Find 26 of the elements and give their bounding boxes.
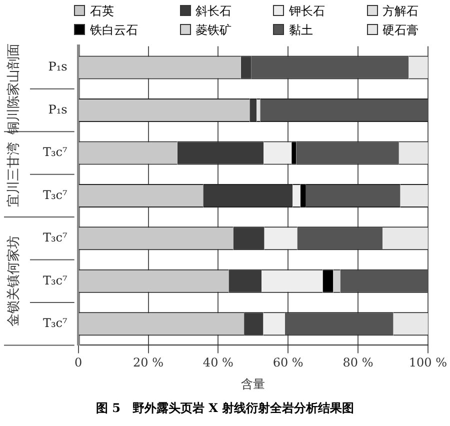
legend-label: 方解石 bbox=[382, 3, 420, 20]
y-tick-label: T₃c⁷ bbox=[42, 273, 68, 288]
x-axis-title: 含量 bbox=[241, 376, 266, 391]
legend-label: 斜长石 bbox=[194, 3, 232, 20]
x-tick-label: 40 % bbox=[202, 356, 234, 370]
x-tick-label: 20 % bbox=[133, 356, 164, 370]
text: 铜川陈家山剖面 bbox=[5, 43, 22, 136]
legend-label: 黏土 bbox=[288, 22, 314, 39]
legend-label: 钾长石 bbox=[288, 3, 326, 20]
caption: 图 5 野外露头页岩 X 射线衍射全岩分析结果图 bbox=[94, 400, 356, 417]
legend-label: 铁白云石 bbox=[89, 22, 139, 39]
y-tick-label: P₁s bbox=[48, 60, 68, 74]
x-tick-label: 100 % bbox=[408, 356, 447, 370]
x-tick-label: 80 % bbox=[342, 356, 374, 370]
y-tick-label: P₁s bbox=[48, 102, 68, 116]
y-tick-label: T₃c⁷ bbox=[42, 230, 68, 245]
legend-label: 石英 bbox=[89, 3, 115, 20]
x-tick-label: 60 % bbox=[272, 356, 304, 370]
text: 宜川三甘湾 bbox=[5, 142, 22, 207]
y-tick-label: T₃c⁷ bbox=[42, 316, 68, 330]
legend-label: 菱铁矿 bbox=[194, 22, 232, 39]
legend-label: 硬石膏 bbox=[382, 22, 420, 39]
y-tick-label: T₃c⁷ bbox=[42, 188, 68, 202]
y-tick-label: T₃c⁷ bbox=[42, 145, 68, 160]
x-tick-label: 0 bbox=[74, 356, 82, 370]
text: 金锁关镇何家坊 bbox=[5, 236, 22, 327]
